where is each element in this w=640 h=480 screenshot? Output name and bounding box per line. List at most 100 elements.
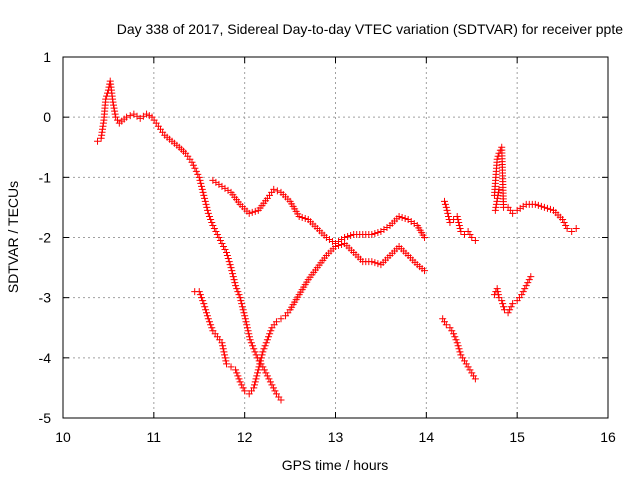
data-point	[195, 288, 203, 296]
data-point-fill	[257, 354, 265, 362]
data-point-fill	[466, 366, 474, 374]
data-point-fill	[456, 224, 464, 232]
data-point	[442, 203, 450, 211]
data-point-fill	[204, 206, 212, 214]
data-point	[236, 378, 244, 386]
data-point-fill	[252, 375, 260, 383]
data-point-fill	[114, 116, 121, 124]
data-point-fill	[257, 357, 265, 365]
data-point-fill	[201, 303, 209, 311]
data-point-fill	[443, 206, 451, 214]
data-point	[439, 315, 447, 323]
data-point-fill	[207, 321, 215, 329]
data-point-fill	[519, 288, 527, 296]
data-point	[395, 212, 403, 220]
data-point-fill	[534, 201, 542, 209]
data-point-fill	[203, 309, 211, 317]
data-point	[491, 206, 499, 214]
data-point	[471, 237, 479, 245]
y-tick-label: -5	[39, 410, 52, 426]
data-point	[493, 285, 501, 293]
data-point	[254, 366, 262, 374]
data-point	[259, 348, 267, 356]
y-tick-labels: 1 0 -1 -2 -3 -4 -5	[39, 49, 52, 426]
data-point	[457, 227, 465, 235]
data-point	[123, 113, 131, 121]
data-point-fill	[255, 363, 263, 371]
data-point-fill	[493, 194, 501, 202]
data-point-fill	[525, 276, 533, 284]
data-point-fill	[219, 243, 227, 251]
data-point-fill	[220, 348, 228, 356]
data-point-fill	[219, 342, 227, 350]
data-point-fill	[229, 273, 237, 281]
data-point-fill	[229, 270, 237, 278]
data-point-fill	[506, 306, 514, 314]
y-tick-label: -2	[39, 230, 52, 246]
data-point	[209, 221, 217, 229]
data-point	[218, 339, 226, 347]
data-point	[268, 381, 276, 389]
data-point-fill	[239, 306, 247, 314]
data-point-fill	[233, 369, 241, 377]
data-point-fill	[560, 218, 568, 226]
y-tick-label: 0	[43, 109, 51, 125]
data-point	[446, 218, 454, 226]
data-point-fill	[266, 378, 274, 386]
data-point-fill	[230, 276, 238, 284]
data-point	[200, 300, 208, 308]
data-point-fill	[451, 333, 459, 341]
data-point-fill	[192, 167, 200, 175]
data-point	[112, 113, 120, 121]
data-point-fill	[221, 246, 229, 254]
data-point-fill	[493, 197, 501, 205]
x-tick-label: 10	[55, 429, 71, 445]
data-point-fill	[521, 285, 529, 293]
data-point-fill	[251, 381, 259, 389]
y-axis-label: SDTVAR / TECUs	[5, 181, 21, 293]
x-tick-label: 14	[419, 429, 435, 445]
data-point-fill	[208, 324, 216, 332]
data-point	[464, 227, 472, 235]
data-point-fill	[208, 218, 216, 226]
data-point-fill	[194, 170, 202, 178]
data-point	[495, 185, 503, 193]
data-point-fill	[203, 312, 211, 320]
data-point	[563, 224, 571, 232]
data-point-fill	[199, 188, 207, 196]
data-point-fill	[223, 252, 231, 260]
data-point-fill	[198, 294, 206, 302]
data-point-fill	[492, 200, 500, 208]
data-point-fill	[201, 194, 209, 202]
data-point	[421, 267, 429, 275]
data-point-fill	[235, 291, 243, 299]
data-point	[200, 191, 208, 199]
data-point-fill	[245, 333, 253, 341]
data-point-fill	[456, 348, 464, 356]
data-point	[442, 321, 450, 329]
data-point-fill	[110, 101, 118, 109]
data-point-fill	[500, 303, 508, 311]
data-point-fill	[249, 342, 257, 350]
data-point	[559, 215, 567, 223]
data-point-fill	[234, 288, 242, 296]
data-point-fill	[537, 202, 545, 210]
data-point	[531, 200, 539, 208]
data-point-fill	[196, 176, 204, 184]
data-point-fill	[244, 327, 252, 335]
data-point	[446, 324, 454, 332]
data-point	[341, 234, 349, 241]
data-point-fill	[455, 218, 463, 226]
data-point	[522, 282, 530, 290]
data-point-fill	[222, 357, 230, 365]
data-point	[250, 384, 258, 392]
data-point-fill	[245, 330, 253, 338]
data-point-fill	[111, 110, 119, 118]
grid	[63, 57, 608, 418]
data-point-fill	[205, 318, 213, 326]
data-point-fill	[494, 288, 502, 296]
y-tick-label: -4	[39, 350, 52, 366]
data-point	[227, 363, 235, 371]
data-point-fill	[499, 300, 507, 308]
